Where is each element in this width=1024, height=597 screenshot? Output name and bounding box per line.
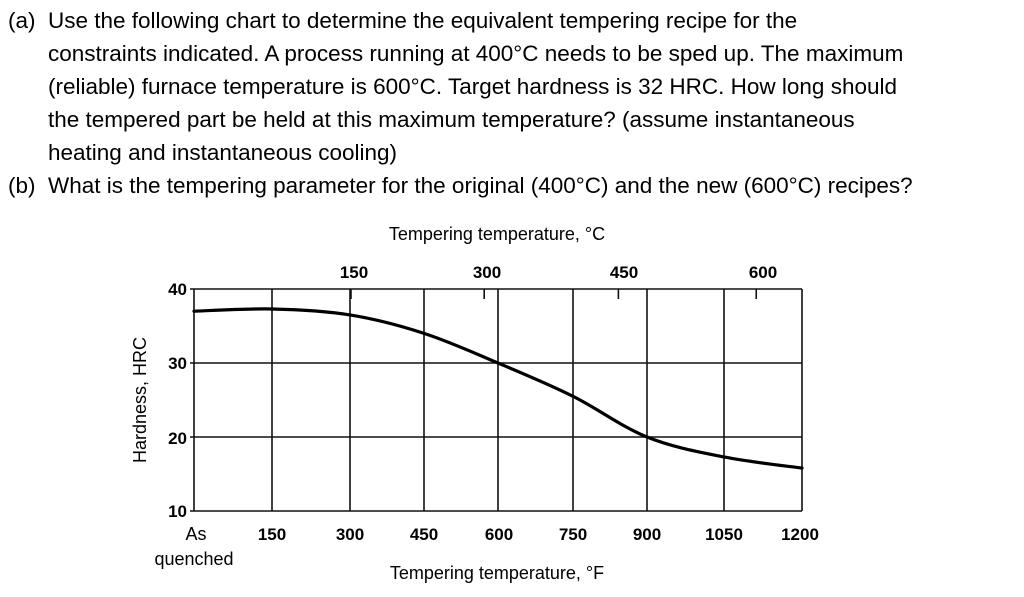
top-tick-label: 150: [340, 263, 368, 282]
y-axis-title: Hardness, HRC: [130, 337, 150, 463]
top-tick-label: 450: [610, 263, 638, 282]
hardness-curve: [192, 307, 804, 470]
bottom-tick-label: 750: [559, 525, 587, 544]
bottom-tick-label: 150: [258, 525, 286, 544]
question-part-a: (a) Use the following chart to determine…: [8, 4, 1018, 169]
bottom-tick-label: 300: [336, 525, 364, 544]
part-b-label: (b): [8, 173, 36, 198]
bottom-tick-label: 450: [410, 525, 438, 544]
top-axis-title: Tempering temperature, °C: [389, 224, 605, 244]
part-a-label: (a): [8, 8, 36, 33]
part-a-line: heating and instantaneous cooling): [48, 140, 398, 165]
top-tick-labels: 150 300 450 600: [340, 263, 777, 282]
y-tick-label: 30: [168, 354, 187, 373]
y-tick-labels: 40 30 20 10: [168, 280, 187, 521]
bottom-axis-title: Tempering temperature, °F: [390, 563, 604, 583]
question-part-b: (b) What is the tempering parameter for …: [8, 169, 1018, 202]
part-a-line: the tempered part be held at this maximu…: [48, 107, 855, 132]
bottom-tick-label: 900: [633, 525, 661, 544]
y-tick-label: 10: [168, 502, 187, 521]
part-b-line: What is the tempering parameter for the …: [48, 173, 913, 198]
part-a-line: constraints indicated. A process running…: [48, 41, 904, 66]
part-a-line: Use the following chart to determine the…: [48, 8, 798, 33]
question-text: (a) Use the following chart to determine…: [8, 4, 1018, 202]
bottom-tick-label: 1050: [705, 525, 743, 544]
top-tick-label: 300: [473, 263, 501, 282]
bottom-tick-label: As: [185, 524, 206, 544]
part-a-line: (reliable) furnace temperature is 600°C.…: [48, 74, 898, 99]
bottom-tick-label: 1200: [781, 525, 819, 544]
bottom-tick-labels: As quenched 150 300 450 600 750 900 1050…: [154, 524, 818, 569]
top-tick-label: 600: [749, 263, 777, 282]
bottom-tick-label: 600: [485, 525, 513, 544]
bottom-tick-sublabel: quenched: [154, 549, 233, 569]
grid: [190, 288, 803, 512]
y-tick-label: 40: [168, 280, 187, 299]
y-tick-label: 20: [168, 429, 187, 448]
top-ticks: [350, 289, 758, 299]
hardness-chart: Tempering temperature, °C Tempering temp…: [0, 210, 1024, 592]
